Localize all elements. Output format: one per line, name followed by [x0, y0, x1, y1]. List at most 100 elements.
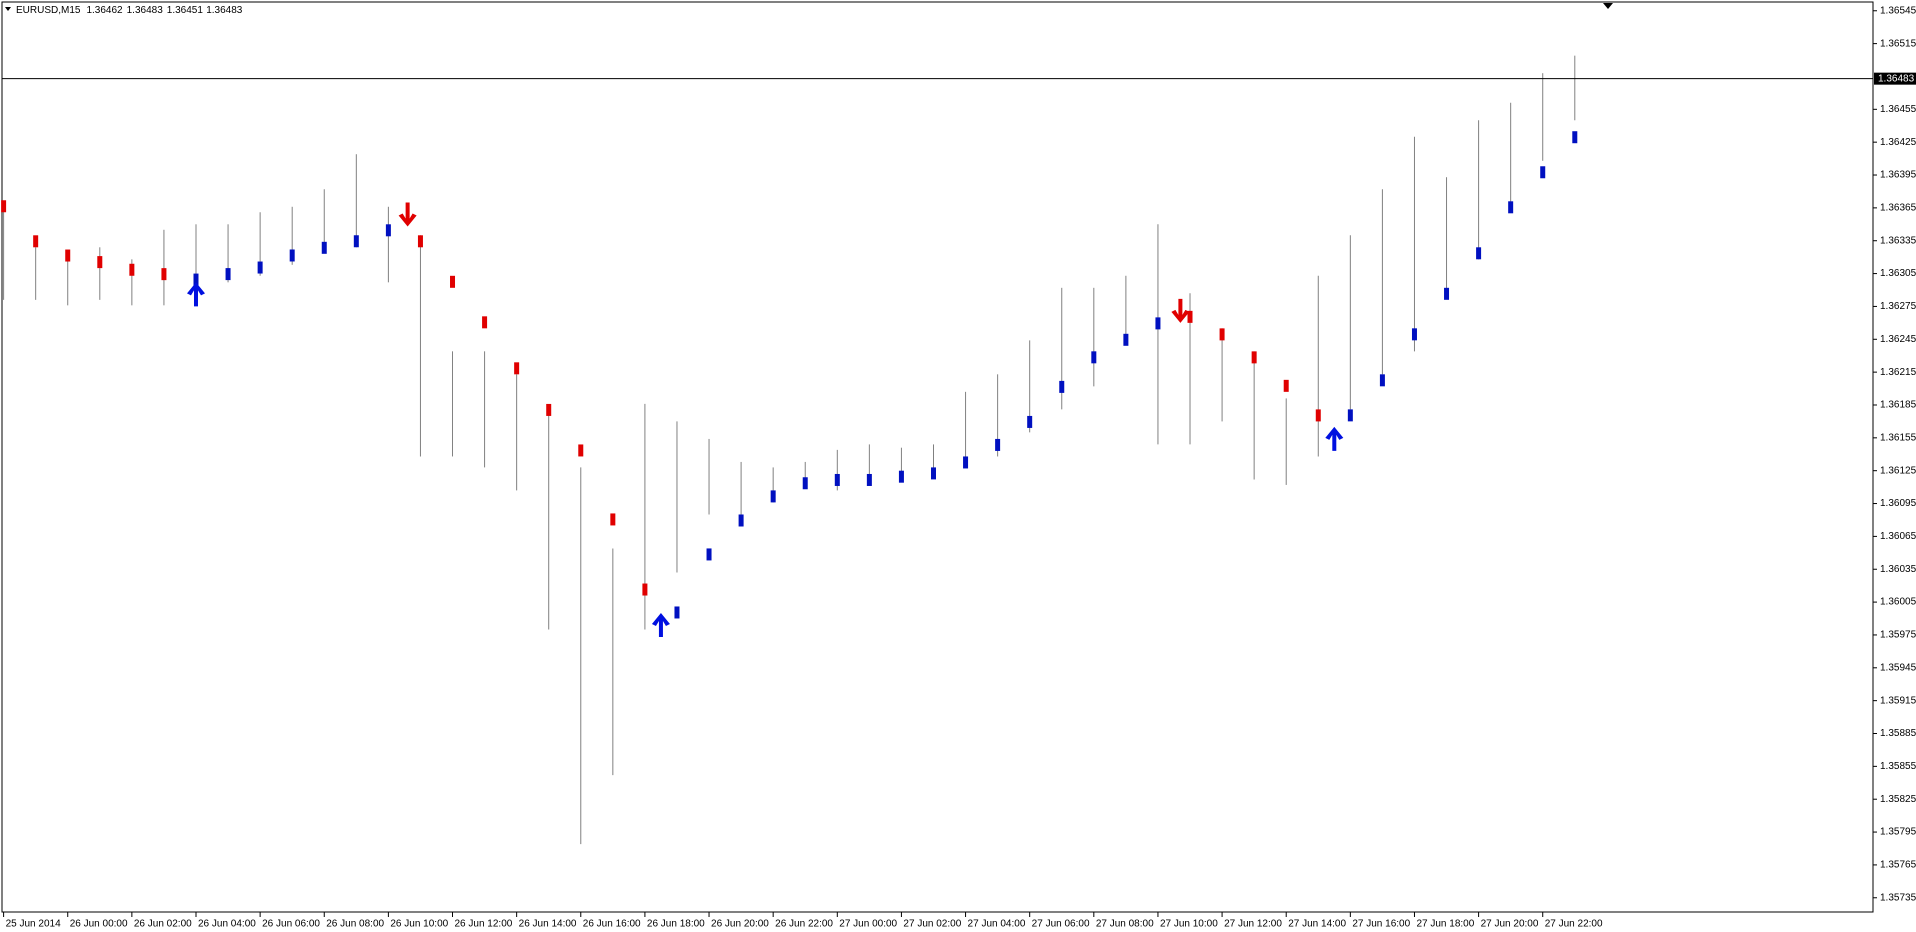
trend-bar [674, 606, 680, 619]
trend-bar [546, 403, 552, 416]
x-tick-label: 26 Jun 18:00 [647, 919, 705, 930]
trend-bar [1, 200, 7, 213]
trend-bar [1123, 333, 1129, 346]
trend-bar [1540, 166, 1546, 179]
x-tick-label: 27 Jun 10:00 [1160, 919, 1218, 930]
x-tick-label: 26 Jun 20:00 [711, 919, 769, 930]
trend-bar [321, 241, 327, 254]
x-tick-label: 26 Jun 12:00 [455, 919, 513, 930]
high: 1.36483 [127, 5, 164, 16]
x-tick-label: 27 Jun 18:00 [1416, 919, 1474, 930]
y-tick-label: 1.36515 [1880, 38, 1916, 49]
trend-bar [1283, 379, 1289, 392]
low: 1.36451 [167, 5, 204, 16]
y-tick-label: 1.36425 [1880, 137, 1916, 148]
trend-bar [482, 316, 488, 329]
menu-triangle [5, 7, 11, 11]
y-tick-label: 1.36365 [1880, 203, 1916, 214]
trend-bar [610, 513, 616, 526]
trend-bar [161, 268, 167, 281]
last-price-label: 1.36483 [1878, 73, 1915, 84]
y-tick-label: 1.36215 [1880, 367, 1916, 378]
y-tick-label: 1.36545 [1880, 5, 1916, 16]
y-tick-label: 1.35885 [1880, 728, 1916, 739]
x-tick-label: 26 Jun 00:00 [70, 919, 128, 930]
trend-bar [898, 470, 904, 483]
x-tick-label: 27 Jun 06:00 [1032, 919, 1090, 930]
last-price-box [1874, 72, 1916, 85]
x-tick-label: 27 Jun 16:00 [1352, 919, 1410, 930]
y-tick-label: 1.36095 [1880, 498, 1916, 509]
trend-bar [963, 456, 969, 469]
x-tick-label: 27 Jun 14:00 [1288, 919, 1346, 930]
trend-bar [1476, 247, 1482, 260]
y-tick-label: 1.35735 [1880, 892, 1916, 903]
y-tick-label: 1.36305 [1880, 268, 1916, 279]
trend-bar [1444, 287, 1450, 300]
trend-bar [450, 275, 456, 288]
x-tick-label: 27 Jun 02:00 [903, 919, 961, 930]
trend-bar [930, 467, 936, 480]
trend-bar [257, 261, 263, 274]
y-tick-label: 1.35765 [1880, 860, 1916, 871]
trend-bar [417, 235, 423, 248]
y-tick-label: 1.35825 [1880, 794, 1916, 805]
x-tick-label: 26 Jun 10:00 [390, 919, 448, 930]
trend-bar [706, 548, 712, 561]
signal-arrow [1171, 298, 1190, 323]
trend-bar [1347, 409, 1353, 422]
x-tick-label: 26 Jun 06:00 [262, 919, 320, 930]
trend-bar [1379, 374, 1385, 387]
y-tick-label: 1.36125 [1880, 465, 1916, 476]
trend-bar [1155, 317, 1161, 330]
trend-bar [65, 249, 71, 262]
trend-bar [385, 224, 391, 237]
x-tick-label: 27 Jun 00:00 [839, 919, 897, 930]
trend-bar [33, 235, 39, 248]
signal-arrow [1325, 426, 1344, 451]
trend-bar [578, 444, 584, 457]
close: 1.36483 [206, 5, 243, 16]
trend-bar [642, 583, 648, 596]
trend-bar [1315, 409, 1321, 422]
trend-bar [353, 235, 359, 248]
y-tick-label: 1.36335 [1880, 235, 1916, 246]
trend-bar [1027, 415, 1033, 428]
trend-bar [129, 263, 135, 276]
y-tick-label: 1.36185 [1880, 400, 1916, 411]
trend-bar [866, 473, 872, 486]
trend-bar [1251, 351, 1257, 364]
y-tick-label: 1.36035 [1880, 564, 1916, 575]
x-tick-label: 26 Jun 16:00 [583, 919, 641, 930]
x-tick-label: 27 Jun 04:00 [968, 919, 1026, 930]
trend-bar [1219, 328, 1225, 341]
trend-bar [995, 438, 1001, 451]
trend-bar [1059, 380, 1065, 393]
y-tick-label: 1.36245 [1880, 334, 1916, 345]
y-tick-label: 1.35855 [1880, 761, 1916, 772]
symbol: EURUSD,M15 [16, 5, 81, 16]
x-tick-label: 26 Jun 08:00 [326, 919, 384, 930]
trend-bar [1091, 351, 1097, 364]
x-tick-label: 27 Jun 12:00 [1224, 919, 1282, 930]
y-tick-label: 1.36455 [1880, 104, 1916, 115]
x-tick-label: 26 Jun 22:00 [775, 919, 833, 930]
x-tick-label: 26 Jun 04:00 [198, 919, 256, 930]
trend-bar [834, 473, 840, 486]
y-tick-label: 1.36275 [1880, 301, 1916, 312]
y-tick-label: 1.36005 [1880, 597, 1916, 608]
x-tick-label: 27 Jun 22:00 [1545, 919, 1603, 930]
trend-bar [770, 490, 776, 503]
trend-bar [802, 477, 808, 490]
trend-bar [289, 249, 295, 262]
signal-arrow [398, 202, 417, 227]
trend-bar [225, 268, 231, 281]
trend-bar [1187, 310, 1193, 323]
signal-arrow [651, 613, 670, 638]
open: 1.36462 [86, 5, 123, 16]
x-tick-label: 25 Jun 2014 [6, 919, 61, 930]
trend-bar [514, 362, 520, 375]
x-tick-label: 27 Jun 08:00 [1096, 919, 1154, 930]
